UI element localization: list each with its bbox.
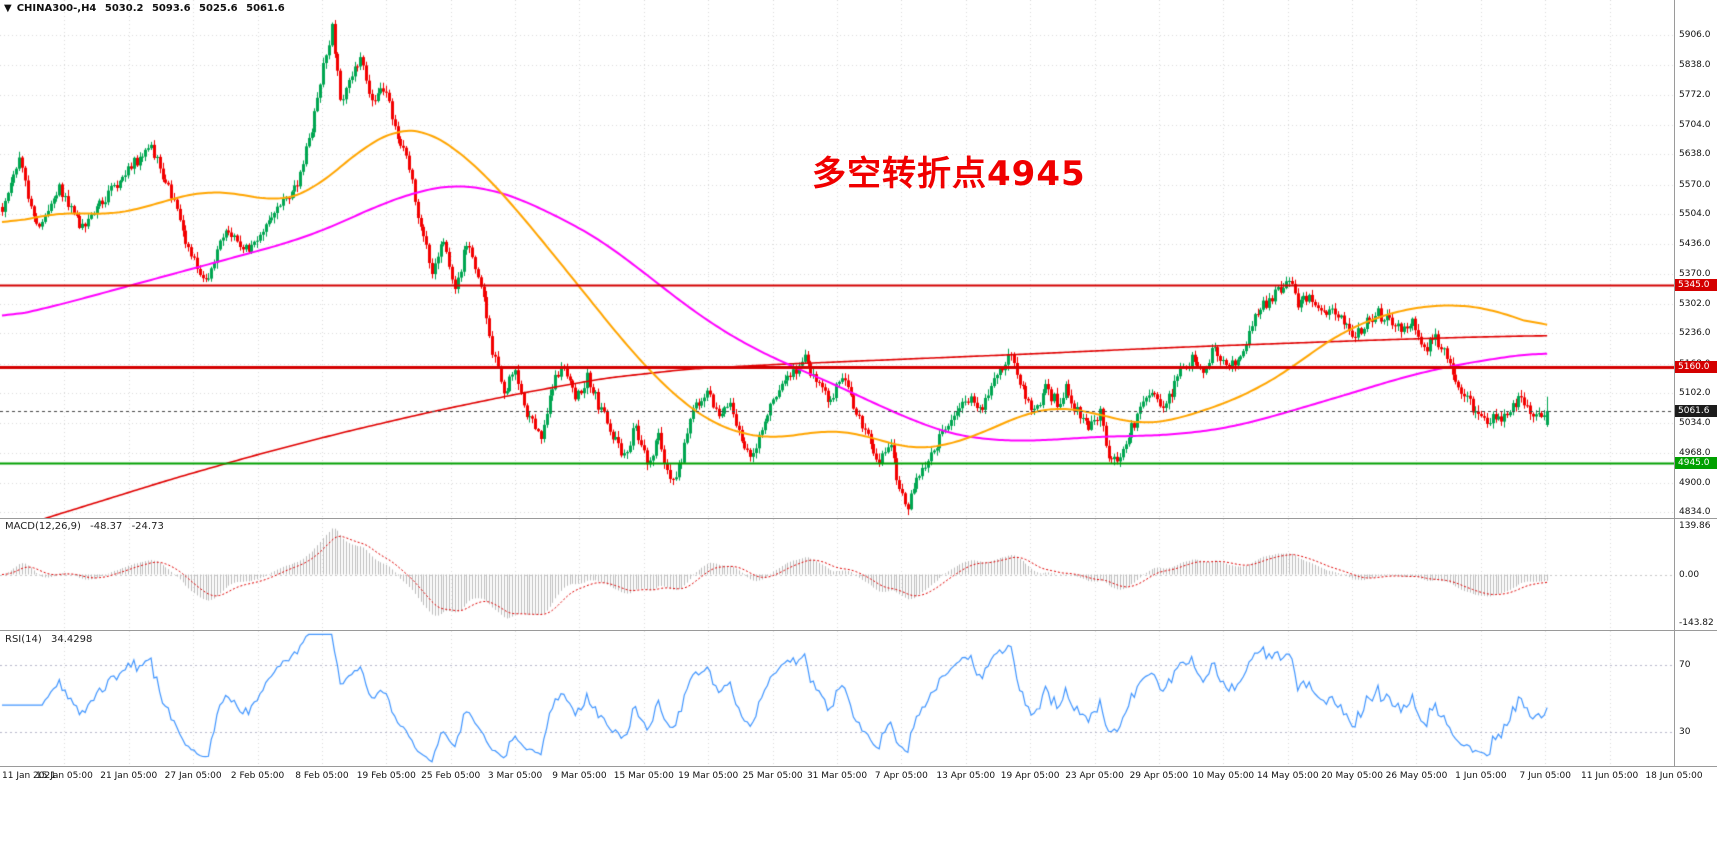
- price-badge: 4945.0: [1675, 456, 1717, 469]
- rsi-indicator-panel[interactable]: [0, 631, 1674, 766]
- price-badge: 5061.6: [1675, 404, 1717, 417]
- price-axis-label: 4968.0: [1679, 447, 1711, 458]
- ohlc-close: 5061.6: [246, 3, 285, 14]
- macd-value-main: -48.37: [90, 521, 123, 532]
- time-axis-label: 26 May 05:00: [1385, 771, 1448, 781]
- time-axis-label: 23 Apr 05:00: [1065, 771, 1124, 781]
- rsi-label: RSI(14) 34.4298: [5, 634, 98, 645]
- time-axis-label: 8 Feb 05:00: [295, 771, 349, 781]
- price-badge: 5345.0: [1675, 278, 1717, 291]
- rsi-axis-label: 30: [1679, 727, 1691, 738]
- ohlc-high: 5093.6: [151, 3, 191, 14]
- price-axis-divider: [1674, 0, 1675, 766]
- symbol-label: CHINA300-,H4: [16, 3, 97, 14]
- time-axis-label: 15 Jan 05:00: [35, 771, 93, 781]
- time-axis-label: 18 Jun 05:00: [1645, 771, 1703, 781]
- time-axis-label: 10 May 05:00: [1192, 771, 1255, 781]
- time-axis-label: 25 Mar 05:00: [742, 771, 803, 781]
- macd-axis-label: 0.00: [1679, 569, 1700, 580]
- main-price-chart[interactable]: [0, 0, 1674, 518]
- time-axis-label: 20 May 05:00: [1321, 771, 1383, 781]
- time-axis-label: 19 Feb 05:00: [356, 771, 416, 781]
- price-axis-label: 5772.0: [1679, 89, 1711, 100]
- time-axis-label: 2 Feb 05:00: [230, 771, 285, 781]
- time-axis-label: 21 Jan 05:00: [100, 771, 158, 781]
- panel-divider: [0, 766, 1717, 767]
- macd-value-signal: -24.73: [131, 521, 164, 532]
- ohlc-low: 5025.6: [199, 3, 238, 14]
- price-axis-label: 5704.0: [1679, 120, 1711, 131]
- rsi-axis-label: 70: [1679, 659, 1691, 670]
- time-axis-label: 31 Mar 05:00: [806, 771, 868, 781]
- price-axis-label: 5838.0: [1679, 60, 1711, 71]
- price-axis-label: 4834.0: [1679, 507, 1711, 518]
- time-axis-label: 3 Mar 05:00: [487, 771, 543, 781]
- time-axis-label: 19 Apr 05:00: [1000, 771, 1060, 781]
- macd-axis-label: -143.82: [1679, 618, 1714, 628]
- annotation-text[interactable]: 多空转折点4945: [812, 154, 1086, 194]
- chart-title: ▼ CHINA300-,H4 5030.2 5093.6 5025.6 5061.…: [4, 3, 290, 14]
- rsi-value: 34.4298: [50, 634, 93, 645]
- time-axis-label: 7 Apr 05:00: [874, 771, 928, 781]
- time-axis-label: 25 Feb 05:00: [421, 771, 481, 781]
- price-axis-label: 5034.0: [1679, 418, 1711, 429]
- price-badge: 5160.0: [1675, 361, 1717, 374]
- time-axis-label: 27 Jan 05:00: [164, 771, 222, 781]
- macd-indicator-panel[interactable]: [0, 519, 1674, 630]
- price-axis-label: 5504.0: [1679, 209, 1711, 220]
- time-axis-label: 1 Jun 05:00: [1455, 771, 1507, 781]
- macd-axis-label: 139.86: [1679, 521, 1711, 531]
- price-axis-label: 5302.0: [1679, 298, 1711, 309]
- price-axis-label: 5436.0: [1679, 239, 1711, 250]
- price-axis-label: 5570.0: [1679, 179, 1711, 190]
- macd-name: MACD(12,26,9): [5, 521, 81, 532]
- time-axis-label: 15 Mar 05:00: [613, 771, 674, 781]
- time-axis-label: 11 Jan 2021: [2, 771, 56, 781]
- rsi-name: RSI(14): [5, 634, 42, 645]
- panel-divider[interactable]: [0, 630, 1717, 631]
- time-axis-label: 11 Jun 05:00: [1581, 771, 1639, 781]
- price-axis-label: 5370.0: [1679, 268, 1711, 279]
- price-axis-label: 5102.0: [1679, 387, 1711, 398]
- macd-label: MACD(12,26,9) -48.37 -24.73: [5, 521, 170, 532]
- time-axis-label: 7 Jun 05:00: [1519, 771, 1571, 781]
- time-axis-label: 29 Apr 05:00: [1129, 771, 1189, 781]
- price-axis-label: 5236.0: [1679, 328, 1711, 339]
- ohlc-open: 5030.2: [104, 3, 144, 14]
- price-axis-label: 5638.0: [1679, 149, 1711, 160]
- symbol-marker-icon: ▼: [4, 3, 12, 14]
- time-axis-label: 13 Apr 05:00: [936, 771, 996, 781]
- time-axis-label: 9 Mar 05:00: [552, 771, 607, 781]
- time-axis-label: 14 May 05:00: [1256, 771, 1319, 781]
- time-axis-label: 19 Mar 05:00: [678, 771, 739, 781]
- price-axis-label: 4900.0: [1679, 477, 1711, 488]
- panel-divider[interactable]: [0, 518, 1717, 519]
- price-axis-label: 5906.0: [1679, 30, 1711, 41]
